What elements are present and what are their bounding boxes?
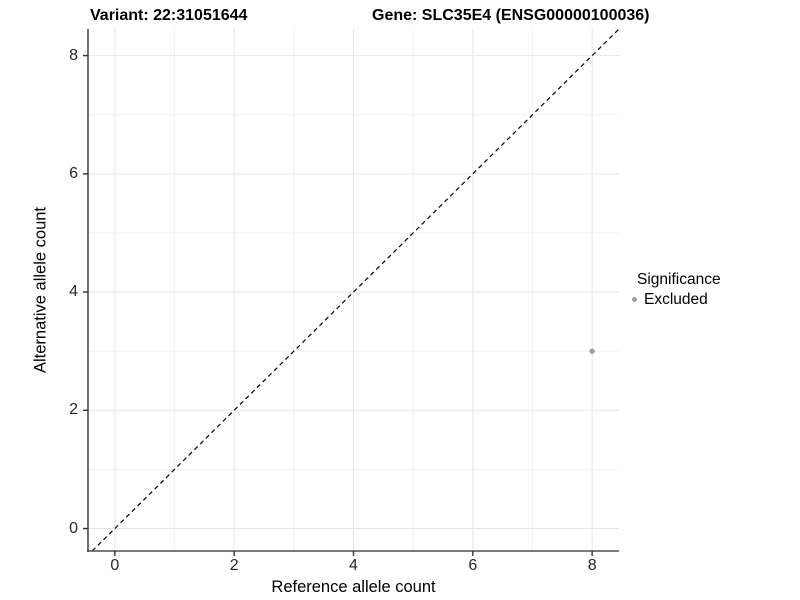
- y-tick-label-2: 4: [69, 283, 78, 301]
- x-tick-label-3: 6: [468, 557, 478, 574]
- legend-title: Significance: [637, 271, 721, 288]
- y-tick-label-4: 8: [69, 46, 78, 64]
- legend: Significance Excluded: [629, 271, 721, 308]
- legend-item-excluded: Excluded: [629, 291, 721, 308]
- x-axis-title: Reference allele count: [271, 578, 436, 596]
- data-point-excluded: [589, 348, 595, 354]
- identity-line: [91, 28, 620, 552]
- plot-title-gene: Gene: SLC35E4 (ENSG00000100036): [372, 7, 650, 24]
- x-tick-label-2: 4: [349, 557, 358, 574]
- plot-title-variant: Variant: 22:31051644: [90, 7, 248, 24]
- legend-point-icon: [632, 297, 637, 302]
- x-tick-label-1: 2: [229, 557, 239, 574]
- y-tick-label-0: 0: [69, 519, 78, 537]
- y-tick-label-3: 6: [69, 164, 78, 182]
- legend-item-label: Excluded: [644, 291, 708, 308]
- y-tick-label-1: 2: [69, 401, 78, 419]
- x-tick-label-0: 0: [110, 557, 120, 574]
- x-tick-label-4: 8: [587, 557, 597, 574]
